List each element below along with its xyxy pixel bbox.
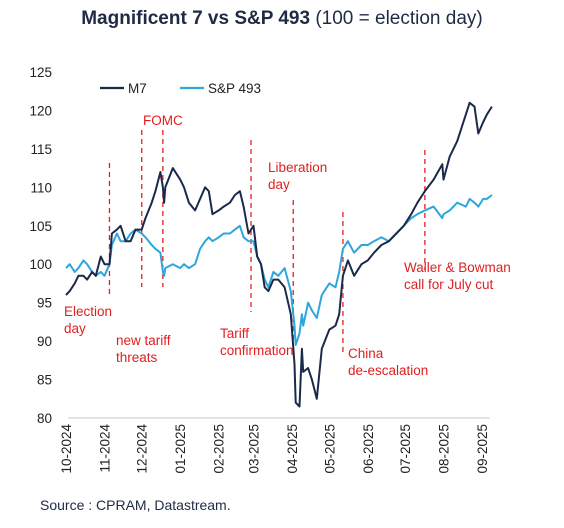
series-line-m7 <box>65 101 493 408</box>
annotation-label: Election <box>64 304 112 319</box>
x-tick-label: 05-2025 <box>322 424 337 474</box>
legend-label: S&P 493 <box>208 81 261 96</box>
annotation-label: de-escalation <box>348 363 428 378</box>
annotation-lines <box>108 130 426 355</box>
legend: M7 S&P 493 <box>100 81 261 96</box>
y-tick-label: 80 <box>37 411 52 426</box>
chart-title-main: Magnificent 7 vs S&P 493 <box>81 8 311 29</box>
x-tick-label: 06-2025 <box>361 424 376 474</box>
y-tick-label: 125 <box>29 65 52 80</box>
source-note: Source : CPRAM, Datastream. <box>40 497 231 513</box>
x-tick-label: 08-2025 <box>437 424 452 474</box>
x-tick-label: 10-2024 <box>59 424 74 474</box>
annotation-label: call for July cut <box>404 277 494 292</box>
x-tick-label: 12-2024 <box>135 424 150 474</box>
annotation-label: Waller & Bowman <box>404 260 511 275</box>
x-axis: 10-2024 11-2024 12-2024 01-2025 02-2025 03-20… <box>59 424 490 474</box>
x-tick-label: 02-2025 <box>212 424 227 474</box>
annotation-label: Tariff <box>220 326 249 341</box>
y-tick-label: 95 <box>37 296 52 311</box>
y-tick-label: 85 <box>37 373 52 388</box>
chart-subtitle: (100 = election day) <box>315 8 483 29</box>
chart-title: Magnificent 7 vs S&P 493 (100 = election… <box>0 8 564 30</box>
x-tick-label: 01-2025 <box>173 424 188 474</box>
legend-label: M7 <box>128 81 147 96</box>
annotation-label: FOMC <box>143 113 183 128</box>
annotation-label: China <box>348 346 384 361</box>
y-tick-label: 120 <box>29 103 52 118</box>
x-tick-label: 09-2025 <box>475 424 490 474</box>
annotation-label: day <box>268 177 290 192</box>
annotation-label: day <box>64 321 86 336</box>
x-tick-label: 03-2025 <box>247 424 262 474</box>
y-tick-label: 105 <box>29 219 52 234</box>
x-tick-label: 04-2025 <box>285 424 300 474</box>
annotation-label: new tariff <box>116 333 171 348</box>
annotation-label: threats <box>116 350 158 365</box>
y-tick-label: 110 <box>30 180 52 195</box>
x-tick-label: 11-2024 <box>97 424 112 473</box>
series-layer <box>65 101 493 408</box>
y-tick-label: 90 <box>37 334 52 349</box>
y-axis: 125 120 115 110 105 100 95 90 85 80 <box>29 65 52 426</box>
x-tick-label: 07-2025 <box>398 424 413 474</box>
annotation-labels: Election day FOMC new tariff threats Tariff co… <box>64 113 511 378</box>
annotation-label: Liberation <box>268 160 327 175</box>
y-tick-label: 115 <box>30 142 52 157</box>
y-tick-label: 100 <box>29 257 52 272</box>
annotation-label: confirmation <box>220 343 294 358</box>
